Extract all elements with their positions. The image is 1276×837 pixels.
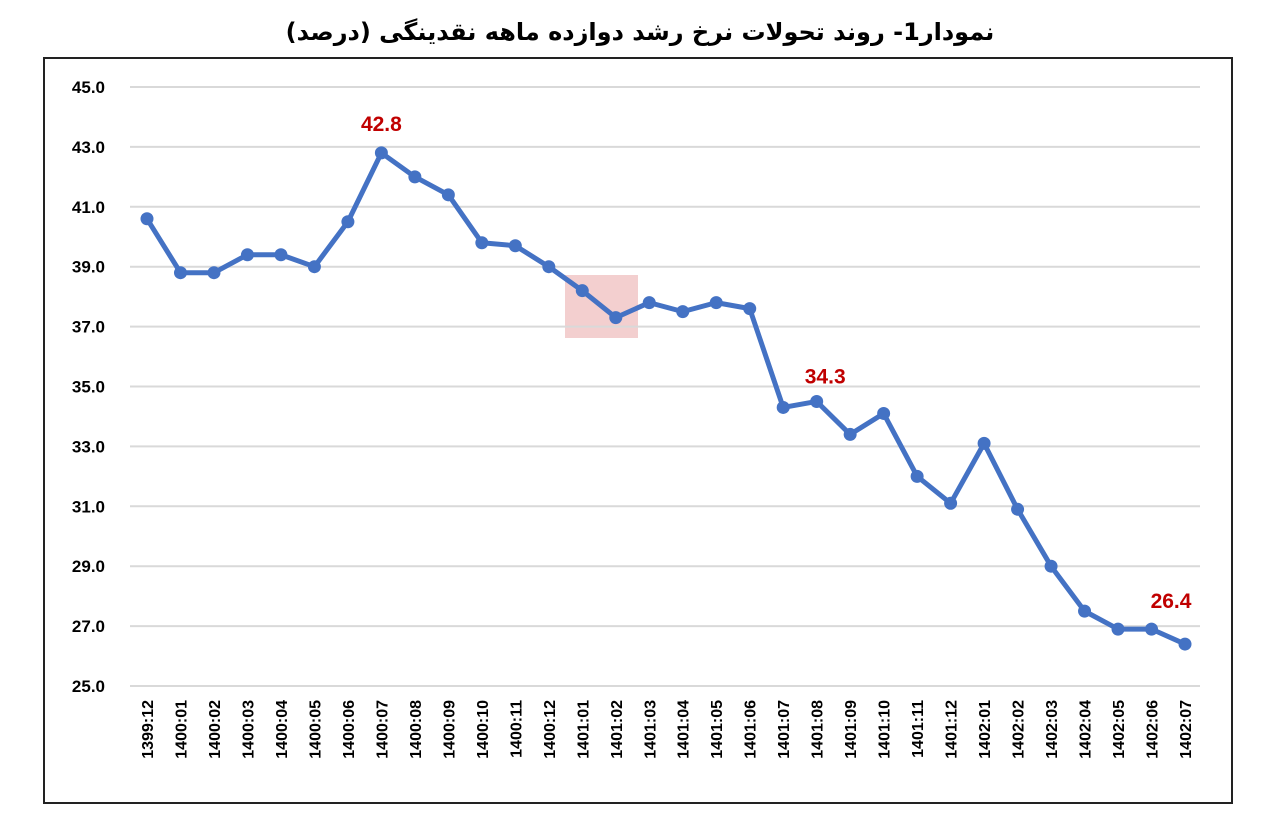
y-tick-label: 25.0 bbox=[72, 677, 105, 696]
x-tick-label: 1400:06 bbox=[341, 700, 358, 759]
x-tick-label: 1400:10 bbox=[475, 700, 492, 759]
point bbox=[977, 436, 991, 450]
point bbox=[1111, 622, 1125, 636]
point bbox=[676, 305, 690, 319]
point bbox=[173, 266, 187, 280]
point bbox=[877, 406, 891, 420]
x-tick-label: 1400:04 bbox=[274, 700, 291, 759]
point bbox=[274, 248, 288, 262]
x-tick-label: 1401:07 bbox=[776, 700, 793, 759]
x-tick-label: 1402:06 bbox=[1145, 700, 1162, 759]
point bbox=[1178, 637, 1192, 651]
point bbox=[307, 260, 321, 274]
point bbox=[207, 266, 221, 280]
x-tick-label: 1402:01 bbox=[977, 700, 994, 759]
point bbox=[542, 260, 556, 274]
x-tick-label: 1401:02 bbox=[609, 700, 626, 759]
point bbox=[743, 302, 757, 316]
point bbox=[776, 400, 790, 414]
x-tick-label: 1401:01 bbox=[575, 700, 592, 759]
point bbox=[341, 215, 355, 229]
x-tick-label: 1402:07 bbox=[1178, 700, 1195, 759]
x-tick-label: 1400:05 bbox=[307, 700, 324, 759]
y-tick-label: 41.0 bbox=[72, 198, 105, 217]
point bbox=[475, 236, 489, 250]
x-tick-label: 1402:03 bbox=[1044, 700, 1061, 759]
point bbox=[1044, 559, 1058, 573]
y-tick-label: 27.0 bbox=[72, 617, 105, 636]
x-tick-label: 1399:12 bbox=[140, 700, 157, 759]
line bbox=[144, 150, 1187, 647]
point bbox=[508, 239, 522, 253]
x-tick-label: 1401:08 bbox=[810, 700, 827, 759]
point bbox=[140, 212, 154, 226]
x-tick-label: 1401:05 bbox=[709, 700, 726, 759]
point bbox=[609, 311, 623, 325]
y-tick-label: 33.0 bbox=[72, 437, 105, 456]
point bbox=[1078, 604, 1092, 618]
value-label: 34.3 bbox=[805, 365, 846, 388]
point bbox=[374, 146, 388, 160]
point bbox=[240, 248, 254, 262]
value-label: 42.8 bbox=[361, 113, 402, 136]
point bbox=[408, 170, 422, 184]
x-tick-label: 1401:09 bbox=[843, 700, 860, 759]
point bbox=[441, 188, 455, 202]
x-tick-label: 1401:12 bbox=[944, 700, 961, 759]
x-tick-label: 1401:11 bbox=[910, 700, 927, 758]
x-tick-label: 1401:03 bbox=[642, 700, 659, 759]
point bbox=[810, 394, 824, 408]
point bbox=[709, 296, 723, 310]
x-tick-label: 1400:03 bbox=[240, 700, 257, 759]
x-tick-label: 1400:11 bbox=[508, 700, 525, 758]
y-tick-label: 43.0 bbox=[72, 138, 105, 157]
point bbox=[642, 296, 656, 310]
y-tick-label: 29.0 bbox=[72, 557, 105, 576]
x-tick-label: 1400:01 bbox=[173, 700, 190, 759]
x-tick-label: 1401:10 bbox=[877, 700, 894, 759]
x-tick-label: 1400:02 bbox=[207, 700, 224, 759]
point bbox=[1145, 622, 1159, 636]
x-tick-label: 1400:09 bbox=[441, 700, 458, 759]
y-tick-label: 37.0 bbox=[72, 318, 105, 337]
x-tick-label: 1401:06 bbox=[743, 700, 760, 759]
point bbox=[910, 469, 924, 483]
x-tick-label: 1401:04 bbox=[676, 700, 693, 759]
frame bbox=[43, 57, 1233, 804]
point bbox=[944, 496, 958, 510]
y-tick-label: 35.0 bbox=[72, 378, 105, 397]
x-tick-label: 1402:05 bbox=[1111, 700, 1128, 759]
x-tick-label: 1400:08 bbox=[408, 700, 425, 759]
y-tick-label: 39.0 bbox=[72, 258, 105, 277]
y-tick-label: 31.0 bbox=[72, 497, 105, 516]
x-tick-label: 1400:07 bbox=[374, 700, 391, 759]
y-tick-label: 45.0 bbox=[72, 78, 105, 97]
point bbox=[843, 427, 857, 441]
value-label: 26.4 bbox=[1151, 590, 1192, 613]
chart-title: نمودار1- روند تحولات نرخ رشد دوازده ماهه… bbox=[286, 18, 995, 46]
x-tick-label: 1400:12 bbox=[542, 700, 559, 759]
x-tick-label: 1402:02 bbox=[1011, 700, 1028, 759]
point bbox=[1011, 502, 1025, 516]
x-tick-label: 1402:04 bbox=[1078, 700, 1095, 759]
point bbox=[575, 284, 589, 298]
